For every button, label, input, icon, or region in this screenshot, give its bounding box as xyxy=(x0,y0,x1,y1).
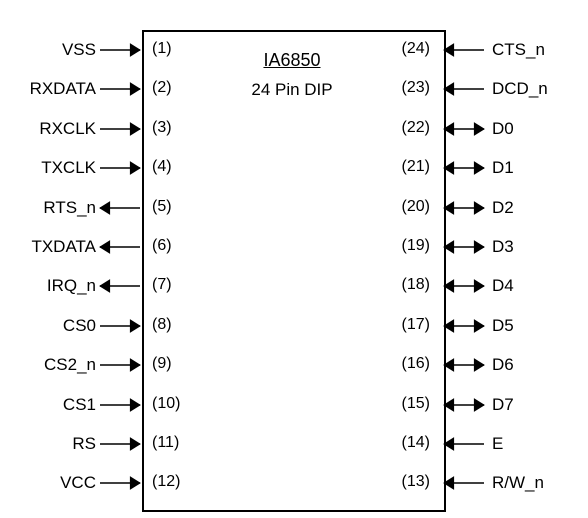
pin-label-right: DCD_n xyxy=(492,79,548,99)
pin-number-right: (22) xyxy=(402,119,430,137)
pin-arrow xyxy=(92,239,148,255)
pin-label-right: D5 xyxy=(492,316,514,336)
pin-number-left: (10) xyxy=(152,395,180,413)
pin-label-right: D0 xyxy=(492,119,514,139)
pin-number-right: (14) xyxy=(402,434,430,452)
pin-number-right: (18) xyxy=(402,276,430,294)
chip-subtitle: 24 Pin DIP xyxy=(142,80,442,100)
pin-arrow xyxy=(92,121,148,137)
pin-label-left: RXDATA xyxy=(30,79,96,99)
pin-label-right: D7 xyxy=(492,395,514,415)
pin-label-left: VSS xyxy=(62,40,96,60)
pin-number-right: (21) xyxy=(402,158,430,176)
pin-label-right: R/W_n xyxy=(492,473,544,493)
pin-number-left: (1) xyxy=(152,40,172,58)
pin-number-left: (7) xyxy=(152,276,172,294)
pin-arrow xyxy=(436,160,492,176)
pin-number-right: (23) xyxy=(402,79,430,97)
pin-number-right: (17) xyxy=(402,316,430,334)
pin-number-right: (15) xyxy=(402,395,430,413)
pin-number-left: (12) xyxy=(152,473,180,491)
pin-label-left: VCC xyxy=(60,473,96,493)
pin-number-right: (24) xyxy=(402,40,430,58)
pin-arrow xyxy=(436,42,492,58)
pin-label-left: TXDATA xyxy=(31,237,96,257)
pin-arrow xyxy=(436,278,492,294)
pin-arrow xyxy=(436,475,492,491)
pin-arrow xyxy=(92,475,148,491)
pin-arrow xyxy=(436,81,492,97)
pin-number-right: (20) xyxy=(402,198,430,216)
pin-arrow xyxy=(436,436,492,452)
pin-number-left: (6) xyxy=(152,237,172,255)
pin-number-left: (2) xyxy=(152,79,172,97)
pin-arrow xyxy=(436,318,492,334)
pin-number-left: (4) xyxy=(152,158,172,176)
pin-arrow xyxy=(92,397,148,413)
pin-label-right: CTS_n xyxy=(492,40,545,60)
pin-number-right: (13) xyxy=(402,473,430,491)
pin-arrow xyxy=(436,239,492,255)
pin-number-left: (8) xyxy=(152,316,172,334)
pin-label-right: D4 xyxy=(492,276,514,296)
pin-arrow xyxy=(92,278,148,294)
pin-number-left: (3) xyxy=(152,119,172,137)
pin-label-right: D6 xyxy=(492,355,514,375)
pin-label-left: TXCLK xyxy=(41,158,96,178)
chip-title: IA6850 xyxy=(142,50,442,71)
pin-arrow xyxy=(436,121,492,137)
pin-label-right: D2 xyxy=(492,198,514,218)
pin-label-right: E xyxy=(492,434,503,454)
pin-label-left: RTS_n xyxy=(43,198,96,218)
pin-arrow xyxy=(92,436,148,452)
pin-arrow xyxy=(92,81,148,97)
pin-arrow xyxy=(92,357,148,373)
pin-number-right: (19) xyxy=(402,237,430,255)
pin-label-left: RXCLK xyxy=(39,119,96,139)
pin-number-left: (5) xyxy=(152,198,172,216)
pin-arrow xyxy=(92,42,148,58)
pin-arrow xyxy=(436,397,492,413)
pin-arrow xyxy=(92,200,148,216)
chip-rect xyxy=(142,30,446,512)
pin-label-right: D3 xyxy=(492,237,514,257)
pin-arrow xyxy=(92,318,148,334)
pin-label-left: CS2_n xyxy=(44,355,96,375)
pin-arrow xyxy=(436,357,492,373)
pin-number-left: (9) xyxy=(152,355,172,373)
pin-label-left: IRQ_n xyxy=(47,276,96,296)
pin-label-right: D1 xyxy=(492,158,514,178)
pin-number-left: (11) xyxy=(152,434,179,452)
pin-arrow xyxy=(436,200,492,216)
pin-number-right: (16) xyxy=(402,355,430,373)
pinout-diagram: IA6850 24 Pin DIP VSS (1) RXDATA (2) RXCLK (3) T… xyxy=(0,0,588,518)
pin-arrow xyxy=(92,160,148,176)
